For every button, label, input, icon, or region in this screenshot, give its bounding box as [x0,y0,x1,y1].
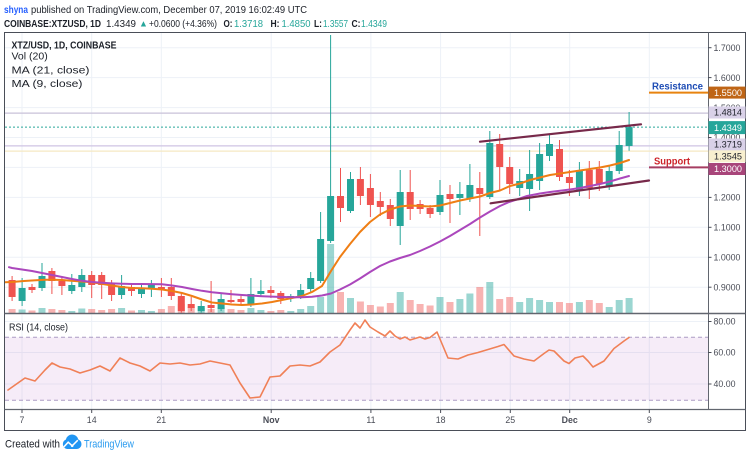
svg-text:60.00: 60.00 [714,348,736,358]
svg-text:L:: L: [314,19,322,30]
svg-text:25: 25 [505,415,515,425]
svg-text:1.0000: 1.0000 [714,253,741,263]
svg-text:1.4850: 1.4850 [282,19,311,30]
svg-text:published on TradingView.com,: published on TradingView.com, December 0… [31,5,308,16]
svg-text:MA (9, close): MA (9, close) [12,78,83,90]
svg-text:80.00: 80.00 [714,317,736,327]
svg-text:1.4349: 1.4349 [361,19,387,30]
svg-text:1.4000: 1.4000 [714,133,741,143]
svg-text:RSI (14, close): RSI (14, close) [9,322,68,334]
svg-text:1.1000: 1.1000 [714,223,741,233]
svg-text:Dec: Dec [562,415,578,425]
svg-text:1.6000: 1.6000 [714,73,741,83]
svg-text:TradingView: TradingView [84,439,134,451]
svg-text:1.3557: 1.3557 [323,19,348,30]
svg-text:1.3719: 1.3719 [714,140,742,150]
svg-text:11: 11 [366,415,375,425]
svg-text:0.9000: 0.9000 [714,282,741,292]
svg-text:1.4349: 1.4349 [106,19,136,30]
svg-text:21: 21 [156,415,166,425]
svg-text:Vol (20): Vol (20) [12,51,48,63]
svg-text:1.4349: 1.4349 [714,123,742,133]
svg-text:C:: C: [352,19,361,30]
svg-text:1.3545: 1.3545 [714,152,742,162]
svg-text:Nov: Nov [263,415,280,425]
svg-text:Support: Support [654,156,690,168]
svg-text:▲: ▲ [139,19,148,29]
svg-text:Resistance: Resistance [652,81,703,93]
svg-text:MA (21, close): MA (21, close) [12,65,90,77]
svg-text:1.7000: 1.7000 [714,43,741,53]
svg-text:1.3000: 1.3000 [714,164,742,174]
svg-text:18: 18 [436,415,446,425]
svg-text:1.5500: 1.5500 [714,88,742,98]
svg-text:O:: O: [224,19,233,30]
svg-text:7: 7 [20,415,25,425]
svg-text:COINBASE:XTZUSD, 1D: COINBASE:XTZUSD, 1D [4,19,101,30]
svg-text:1.3718: 1.3718 [234,19,263,30]
svg-text:14: 14 [87,415,97,425]
svg-text:XTZ/USD, 1D, COINBASE: XTZ/USD, 1D, COINBASE [12,41,117,52]
svg-text:+0.0600 (+4.36%): +0.0600 (+4.36%) [149,19,217,30]
svg-text:H:: H: [271,19,280,30]
svg-text:Created with: Created with [5,439,60,451]
svg-text:shyna: shyna [4,5,28,16]
svg-text:1.4814: 1.4814 [714,108,742,118]
svg-text:1.2000: 1.2000 [714,193,741,203]
svg-text:9: 9 [647,415,652,425]
svg-text:40.00: 40.00 [714,379,736,389]
